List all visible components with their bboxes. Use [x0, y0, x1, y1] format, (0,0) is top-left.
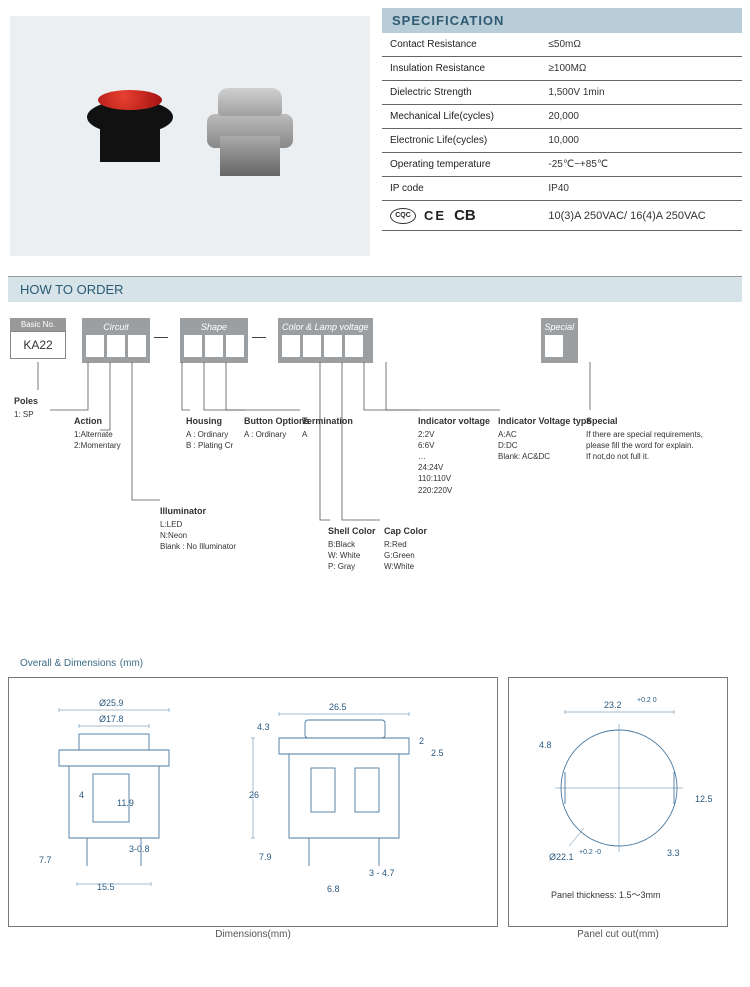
- spec-value: -25℃~+85℃: [540, 153, 742, 177]
- option-indicator_voltage: Indicator voltage2:2V6:6V…24:24V110:110V…: [418, 415, 490, 496]
- spec-value: ≤50mΩ: [540, 33, 742, 57]
- cert-cell: CQC CE CB: [382, 201, 540, 231]
- spec-label: Dielectric Strength: [382, 81, 540, 105]
- svg-text:Ø22.1: Ø22.1: [549, 852, 574, 862]
- dim-header-text: Overall & Dimensions: [20, 658, 116, 669]
- svg-text:3.3: 3.3: [667, 848, 680, 858]
- dimensions-header: Overall & Dimensions (mm): [8, 650, 750, 673]
- dim-left-svg: Ø25.9 Ø17.8 4 11.9 7.7 3-0.8 15.5 26.5: [9, 678, 499, 928]
- dimensions-drawing: Ø25.9 Ø17.8 4 11.9 7.7 3-0.8 15.5 26.5: [8, 677, 498, 927]
- order-header: HOW TO ORDER: [8, 276, 742, 302]
- order-diagram: Basic No.KA22Circuit—Shape—Color & Lamp …: [10, 310, 740, 640]
- spec-value: IP40: [540, 177, 742, 201]
- cert-rating: 10(3)A 250VAC/ 16(4)A 250VAC: [540, 201, 742, 231]
- dim-right-caption: Panel cut out(mm): [508, 927, 728, 942]
- svg-text:4: 4: [79, 790, 84, 800]
- spec-value: ≥100MΩ: [540, 57, 742, 81]
- svg-text:2: 2: [419, 736, 424, 746]
- svg-text:15.5: 15.5: [97, 882, 115, 892]
- svg-text:Ø17.8: Ø17.8: [99, 714, 124, 724]
- svg-text:+0.2 -0: +0.2 -0: [579, 849, 601, 856]
- spec-label: IP code: [382, 177, 540, 201]
- svg-text:3-0.8: 3-0.8: [129, 844, 150, 854]
- spec-value: 20,000: [540, 105, 742, 129]
- product-photo: [10, 16, 370, 256]
- spec-value: 1,500V 1min: [540, 81, 742, 105]
- product-gray-button: [200, 76, 300, 196]
- option-shell_color: Shell ColorB:BlackW: WhiteP: Gray: [328, 525, 376, 572]
- specification-header: SPECIFICATION: [382, 8, 742, 33]
- svg-text:+0.2 0: +0.2 0: [637, 697, 657, 704]
- option-special: SpecialIf there are special requirements…: [586, 415, 726, 462]
- svg-text:4.3: 4.3: [257, 722, 270, 732]
- spec-label: Mechanical Life(cycles): [382, 105, 540, 129]
- cb-icon: CB: [454, 207, 476, 224]
- spec-label: Insulation Resistance: [382, 57, 540, 81]
- ce-icon: CE: [424, 208, 446, 223]
- option-termination: TerminationA: [302, 415, 353, 440]
- option-button_options: Button OptionsA : Ordinary: [244, 415, 309, 440]
- svg-text:7.7: 7.7: [39, 855, 52, 865]
- order-wires: [10, 310, 740, 640]
- svg-text:26: 26: [249, 790, 259, 800]
- cqc-icon: CQC: [390, 208, 416, 224]
- svg-text:26.5: 26.5: [329, 702, 347, 712]
- cutout-drawing: 23.2 +0.2 0 4.8 12.5 Ø22.1 +0.2 -0 3.3 P…: [508, 677, 728, 927]
- svg-text:6.8: 6.8: [327, 884, 340, 894]
- spec-label: Contact Resistance: [382, 33, 540, 57]
- product-red-button: [80, 76, 180, 196]
- svg-text:2.5: 2.5: [431, 748, 444, 758]
- spec-label: Electronic Life(cycles): [382, 129, 540, 153]
- option-housing: HousingA : OrdinaryB : Plating Cr: [186, 415, 233, 451]
- option-cap_color: Cap ColorR:RedG:GreenW:White: [384, 525, 427, 572]
- dim-unit: (mm): [120, 658, 143, 669]
- svg-text:7.9: 7.9: [259, 852, 272, 862]
- svg-text:Panel thickness: 1.5～3mm: Panel thickness: 1.5～3mm: [551, 890, 661, 900]
- dim-right-svg: 23.2 +0.2 0 4.8 12.5 Ø22.1 +0.2 -0 3.3 P…: [509, 678, 729, 928]
- option-illuminator: IlluminatorL:LEDN:NeonBlank : No Illumin…: [160, 505, 236, 552]
- dim-left-caption: Dimensions(mm): [8, 927, 498, 942]
- option-indicator_voltage_type: Indicator Voltage typeA:ACD:DCBlank: AC&…: [498, 415, 591, 462]
- svg-text:23.2: 23.2: [604, 700, 622, 710]
- svg-text:Ø25.9: Ø25.9: [99, 698, 124, 708]
- svg-text:3 - 4.7: 3 - 4.7: [369, 868, 395, 878]
- spec-label: Operating temperature: [382, 153, 540, 177]
- option-poles: Poles1: SP: [14, 395, 38, 420]
- svg-text:11.9: 11.9: [117, 798, 134, 808]
- svg-text:4.8: 4.8: [539, 740, 552, 750]
- svg-text:12.5: 12.5: [695, 794, 713, 804]
- spec-value: 10,000: [540, 129, 742, 153]
- specification-table: Contact Resistance≤50mΩInsulation Resist…: [382, 33, 742, 231]
- option-action: Action1:Alternate2:Momentary: [74, 415, 121, 451]
